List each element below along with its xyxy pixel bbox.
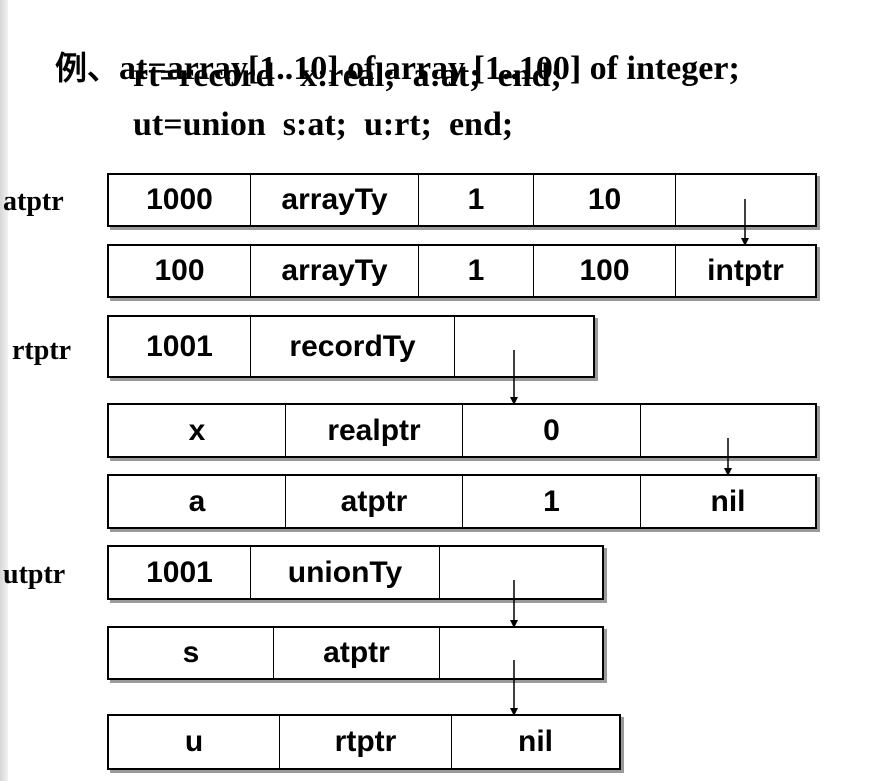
cell-size: 1000 (109, 175, 251, 225)
cell-member-type: atptr (274, 628, 440, 678)
node-member-u: u rtptr nil (107, 714, 621, 770)
cell-field-offset: 1 (463, 476, 641, 527)
node-union-header: 1001 unionTy (107, 545, 604, 600)
label-atptr: atptr (3, 186, 64, 217)
cell-kind: arrayTy (251, 246, 419, 296)
cell-kind: unionTy (251, 547, 440, 598)
node-array-outer: 1000 arrayTy 1 10 (107, 173, 817, 227)
cell-next-ptr: nil (710, 484, 746, 518)
node-member-s: s atptr (107, 626, 604, 680)
node-field-x: x realptr 0 (107, 403, 817, 458)
cell-member-name: s (109, 628, 274, 678)
cell-elem-ptr: intptr (707, 254, 784, 287)
cell-low: 1 (419, 175, 534, 225)
cell-field-offset: 0 (463, 405, 641, 456)
record-type-declaration: rt=record x:real; a:at; end; (133, 57, 562, 94)
cell-field-name: x (109, 405, 286, 456)
cell-up: 10 (534, 175, 676, 225)
array-type-declaration: at=array[1..10] of array [1..100] of int… (119, 50, 740, 87)
cell-field-type: realptr (286, 405, 463, 456)
node-array-inner: 100 arrayTy 1 100 intptr (107, 244, 817, 298)
cell-next-ptr: nil (518, 725, 553, 758)
cell-field-name: a (109, 476, 286, 527)
example-prefix: 例、 (55, 49, 120, 87)
cell-size: 100 (109, 246, 251, 296)
cell-size: 1001 (109, 317, 251, 376)
cell-size: 1001 (109, 547, 251, 598)
cell-field-type: atptr (286, 476, 463, 527)
label-utptr: utptr (3, 559, 66, 590)
label-rtptr: rtptr (12, 335, 72, 366)
node-field-a: a atptr 1 nil (107, 474, 817, 529)
union-type-declaration: ut=union s:at; u:rt; end; (133, 106, 514, 143)
cell-kind: arrayTy (251, 175, 419, 225)
cell-member-type: rtptr (280, 716, 452, 768)
cell-kind: recordTy (251, 317, 455, 376)
cell-low: 1 (419, 246, 534, 296)
cell-up: 100 (534, 246, 676, 296)
slide-edge (0, 0, 8, 781)
cell-member-name: u (109, 716, 280, 768)
title-line-1: 例、at=array[1..10] of array [1..100] of i… (38, 8, 740, 89)
